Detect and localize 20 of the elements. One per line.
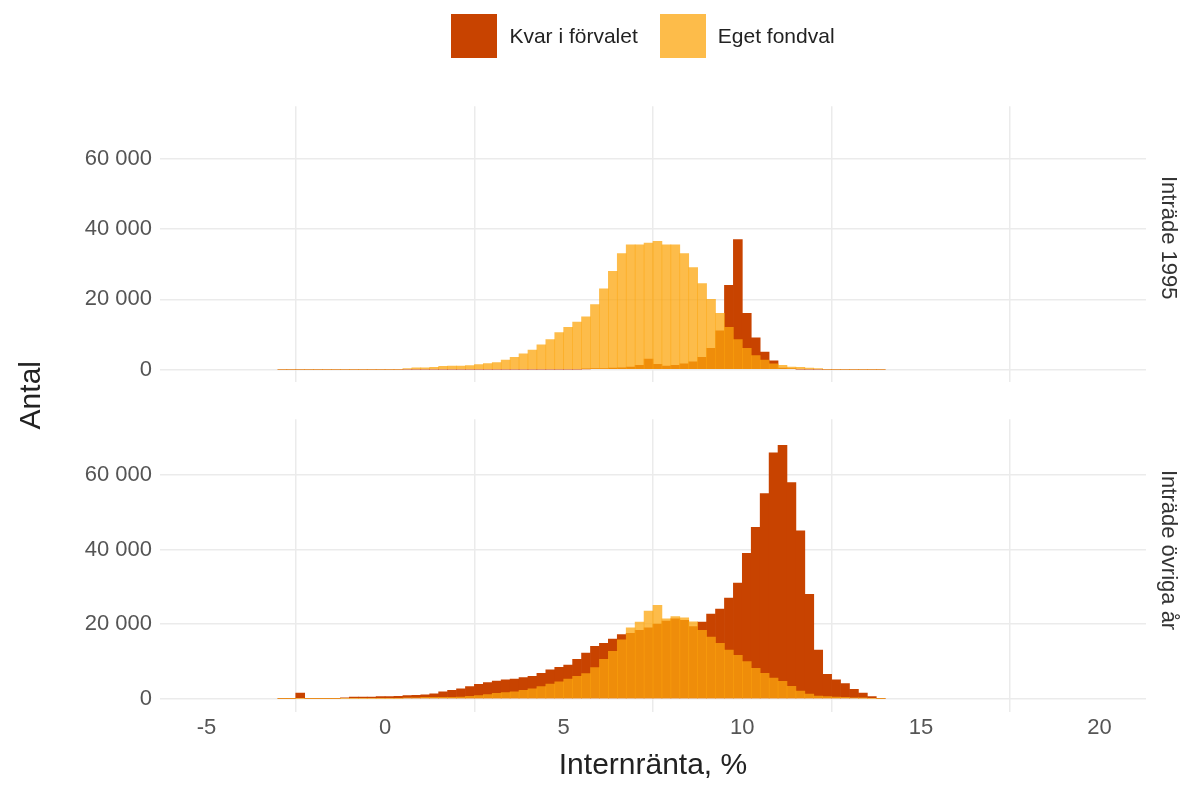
legend-label: Kvar i förvalet [509, 24, 638, 48]
y-tick-label: 0 [139, 684, 152, 710]
y-tick-label: 0 [139, 355, 152, 381]
x-tick-label: -5 [196, 713, 217, 739]
y-tick-label: 60 000 [84, 144, 152, 170]
y-tick-label: 20 000 [84, 610, 152, 636]
x-tick-label: 5 [557, 713, 570, 739]
text: Inträde övriga år [1156, 470, 1182, 631]
x-axis-title: Internränta, % [558, 747, 748, 781]
y-axis-title: Antal [13, 360, 47, 430]
x-tick-label: 20 [1087, 713, 1112, 739]
x-tick-label: 0 [378, 713, 392, 739]
x-tick-label: 10 [730, 713, 755, 739]
y-tick-label: 40 000 [84, 215, 152, 241]
legend-label: Eget fondval [717, 24, 835, 48]
y-tick-label: 60 000 [84, 461, 152, 487]
x-tick-label: 15 [908, 713, 934, 739]
y-tick-label: 40 000 [84, 535, 152, 561]
y-tick-label: 20 000 [84, 285, 152, 311]
text: Inträde 1995 [1156, 175, 1182, 300]
